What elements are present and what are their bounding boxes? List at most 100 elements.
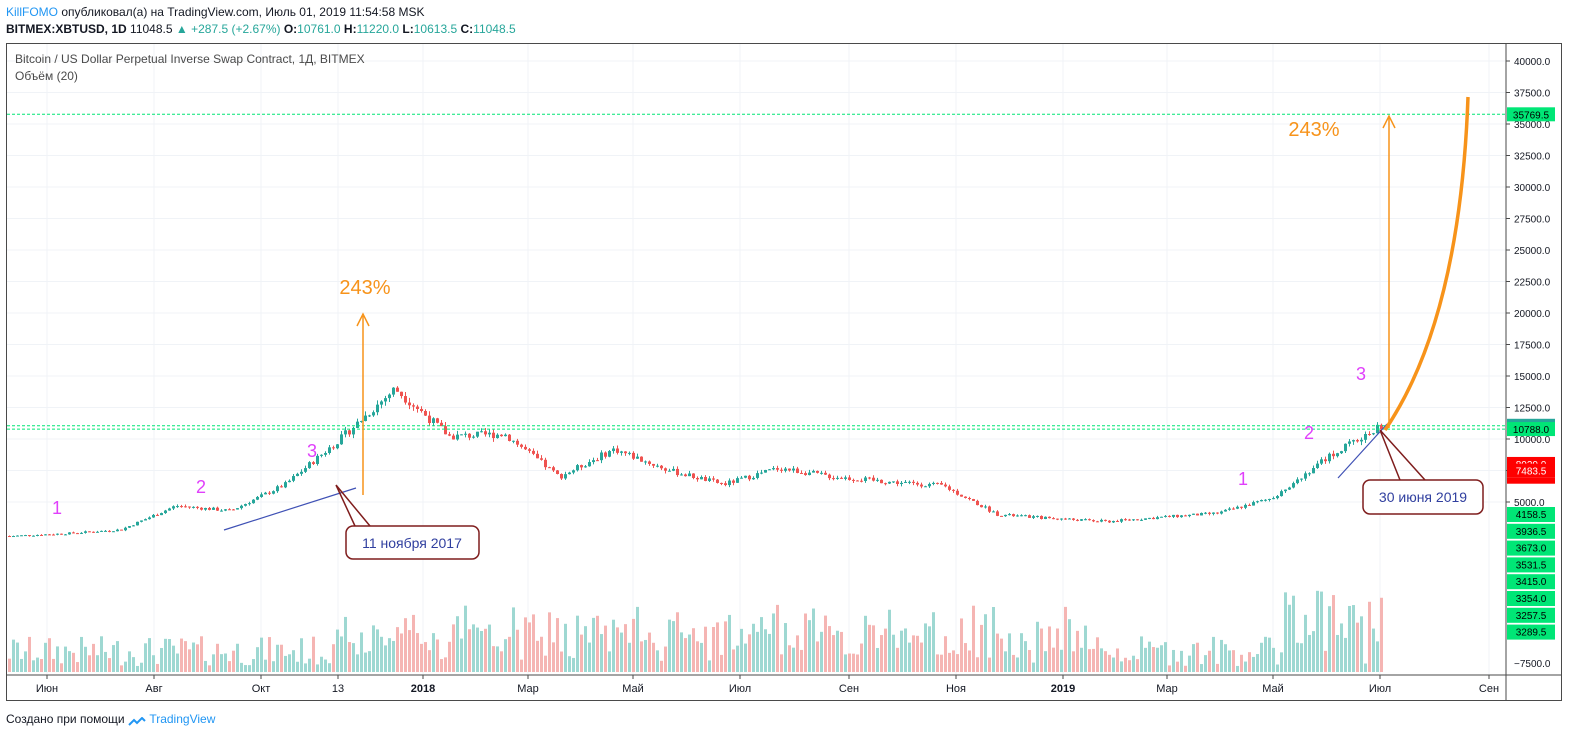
candle-body [508, 434, 511, 441]
volume-bar [544, 655, 547, 672]
candle-body [128, 526, 131, 528]
candle-body [700, 476, 703, 480]
volume-bar [1356, 622, 1359, 672]
candle-body [292, 476, 295, 481]
volume-bar [780, 654, 783, 672]
volume-bar [1180, 650, 1183, 672]
volume-bar [140, 662, 143, 672]
candle-body [576, 465, 579, 471]
volume-bar [452, 624, 455, 672]
volume-bar [1200, 664, 1203, 672]
volume-bar [1008, 633, 1011, 672]
price-tick-label: 37500.0 [1514, 89, 1551, 100]
candle-body [380, 401, 383, 405]
candle-body [352, 427, 355, 435]
trend-line [223, 487, 357, 531]
volume-bar [720, 654, 723, 672]
volume-bar [888, 609, 891, 672]
volume-bar [104, 651, 107, 672]
volume-bar [928, 626, 931, 672]
candle-body [1184, 515, 1187, 517]
candle-body [904, 481, 907, 483]
candle-body [892, 481, 895, 483]
volume-bar [540, 636, 543, 672]
volume-bar [40, 659, 43, 672]
candle-body [408, 402, 411, 406]
volume-bar [932, 612, 935, 672]
volume-bar [1136, 659, 1139, 672]
volume-label-box [1507, 574, 1555, 590]
candle-body [1284, 489, 1287, 492]
candle-body [108, 530, 111, 532]
candle-body [624, 451, 627, 454]
volume-bar [676, 612, 679, 672]
volume-bar [200, 636, 203, 672]
candle-body [1136, 519, 1139, 521]
candle-body [424, 410, 427, 416]
candle-body [564, 474, 567, 479]
candle-body [620, 451, 623, 453]
symbol-label: BITMEX:XBTUSD, 1D [6, 22, 127, 36]
candle-body [660, 465, 663, 469]
time-tick-label: Мар [1156, 683, 1178, 695]
candle-body [556, 470, 559, 474]
volume-bar [1292, 595, 1295, 672]
candle-body [888, 481, 891, 484]
volume-bar [556, 618, 559, 672]
candle-body [1056, 518, 1059, 520]
volume-bar [260, 637, 263, 672]
candle-body [664, 468, 667, 471]
candle-body [500, 434, 503, 437]
volume-bar [424, 642, 427, 672]
candle-body [1084, 519, 1087, 521]
candle-body [648, 461, 651, 464]
candle-body [20, 535, 23, 537]
volume-bar [820, 631, 823, 672]
candle-body [960, 494, 963, 497]
candle-body [132, 525, 135, 527]
volume-bar [692, 628, 695, 672]
candle-body [1080, 519, 1083, 521]
candle-body [1180, 515, 1183, 518]
volume-bar [1304, 614, 1307, 672]
candle-body [1148, 517, 1151, 519]
volume-bar [1208, 650, 1211, 672]
volume-bar [152, 655, 155, 672]
volume-bar [712, 627, 715, 672]
author-link[interactable]: KillFOMO [6, 5, 58, 19]
volume-bar [736, 645, 739, 672]
volume-bar [276, 644, 279, 672]
candle-body [1132, 519, 1135, 521]
candle-body [196, 506, 199, 508]
volume-bar [288, 654, 291, 672]
candle-body [780, 469, 783, 471]
volume-bar [92, 643, 95, 672]
price-tick-label: 22500.0 [1514, 278, 1551, 289]
chart-frame[interactable] [6, 43, 1562, 701]
candle-body [1360, 439, 1363, 442]
candle-body [1012, 514, 1015, 517]
time-tick-label: Сен [1479, 683, 1499, 695]
candle-body [104, 530, 107, 532]
volume-bar [340, 636, 343, 672]
candle-body [488, 432, 491, 435]
candle-body [804, 473, 807, 476]
candle-body [596, 460, 599, 462]
volume-bar [1168, 665, 1171, 672]
volume-bar [612, 619, 615, 672]
volume-bar [1064, 606, 1067, 672]
volume-bar [1012, 654, 1015, 672]
wave-label: 1 [1238, 469, 1248, 489]
volume-bar [1296, 642, 1299, 672]
tradingview-link[interactable]: TradingView [149, 712, 216, 726]
volume-label-box [1507, 540, 1555, 556]
candle-body [240, 505, 243, 509]
volume-bar [616, 627, 619, 672]
volume-bar [1048, 626, 1051, 672]
candle-body [392, 387, 395, 395]
volume-bar [628, 642, 631, 672]
trend-line [1337, 423, 1388, 479]
volume-bar [680, 632, 683, 672]
volume-bar [816, 641, 819, 672]
